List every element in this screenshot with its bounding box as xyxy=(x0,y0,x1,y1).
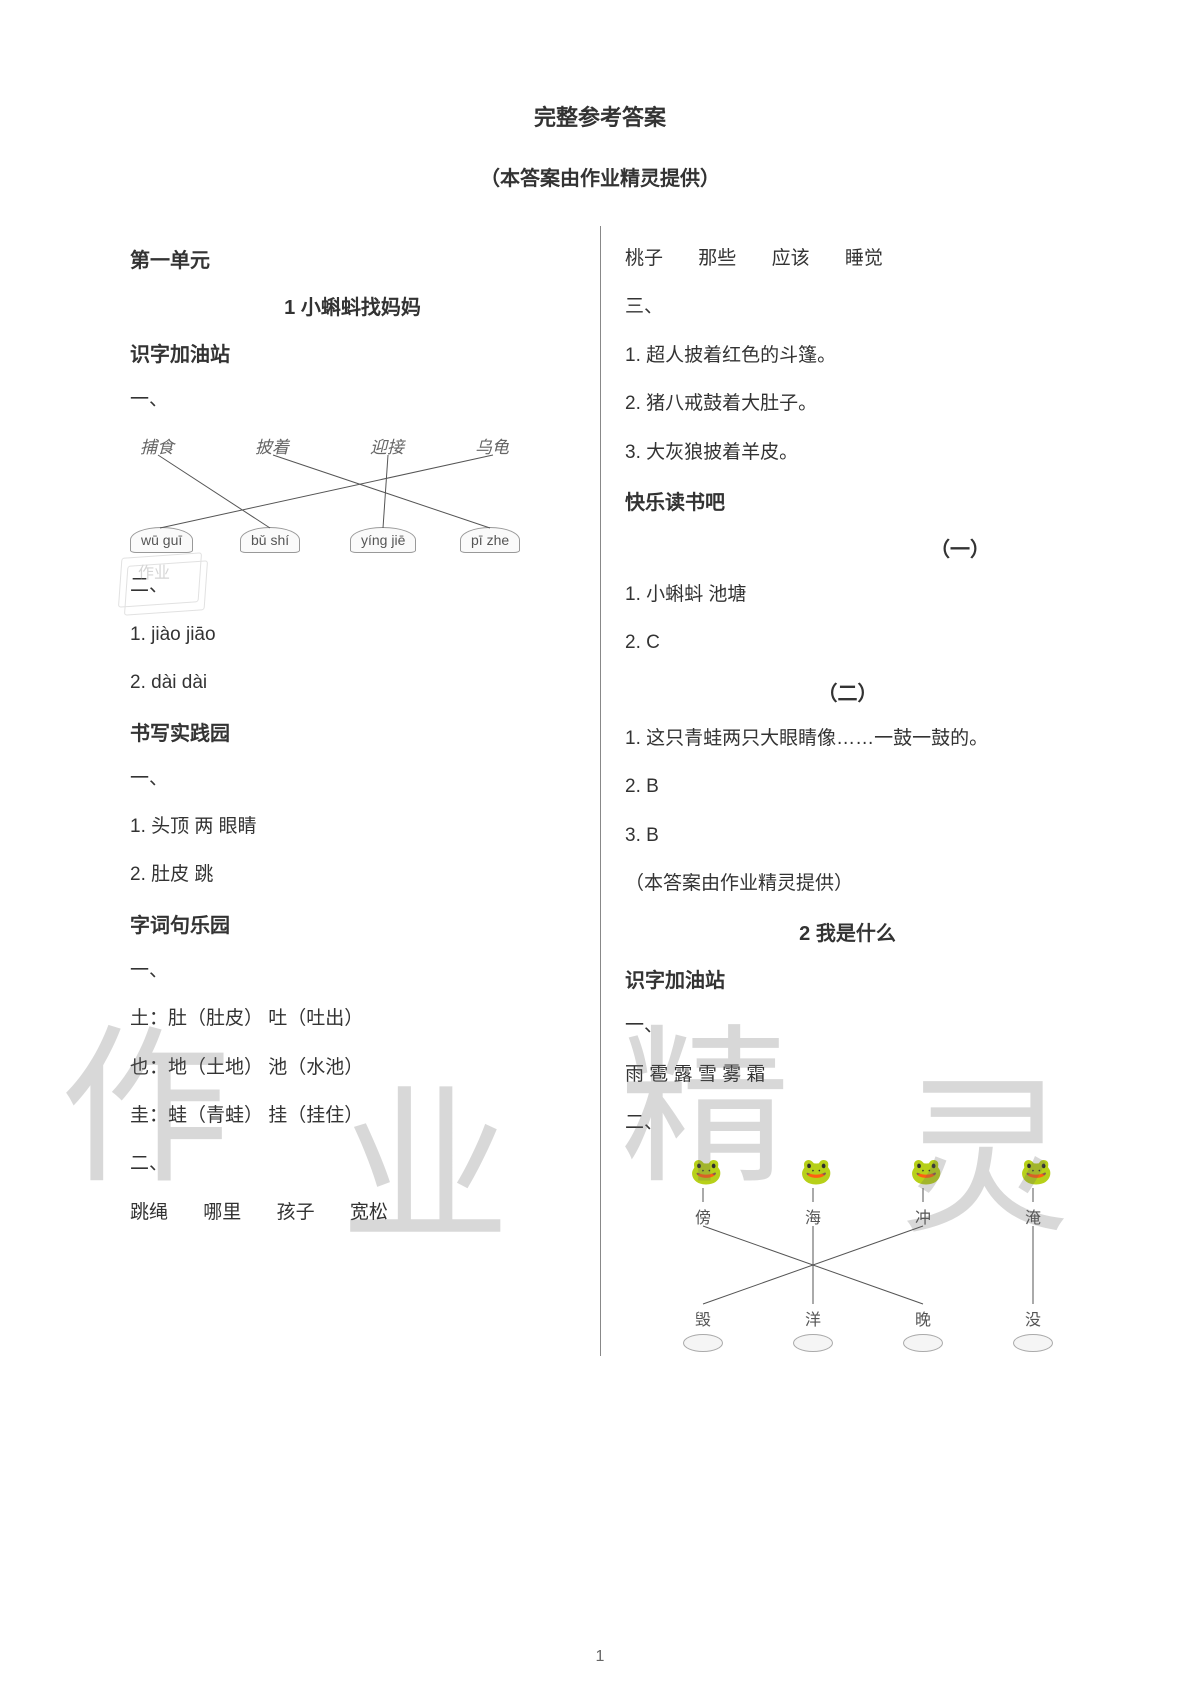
answer-line: 2. C xyxy=(625,628,1070,658)
word-item: 孩子 xyxy=(277,1198,315,1228)
item-marker: 一、 xyxy=(625,1011,1070,1041)
d2-bot-2: 晚 xyxy=(915,1306,931,1330)
lily-pad-icon xyxy=(793,1334,833,1352)
section-shizi-2: 识字加油站 xyxy=(625,964,1070,993)
part-label-2: （二） xyxy=(625,677,1070,706)
unit-heading: 第一单元 xyxy=(130,244,575,273)
page-title: 完整参考答案 xyxy=(130,100,1070,132)
section-kuailedushu: 快乐读书吧 xyxy=(625,486,1070,515)
frog-icon: 🐸 xyxy=(800,1156,832,1187)
page-subtitle: （本答案由作业精灵提供） xyxy=(130,162,1070,191)
d2-mid-3: 淹 xyxy=(1025,1204,1041,1228)
right-column: 桃子 那些 应该 睡觉 三、 1. 超人披着红色的斗篷。 2. 猪八戒鼓着大肚子… xyxy=(600,226,1070,1356)
answer-line: 2. B xyxy=(625,772,1070,802)
item-marker: 一、 xyxy=(130,385,575,415)
word-item: 哪里 xyxy=(203,1198,241,1228)
answer-line: 2. dài dài xyxy=(130,668,575,698)
word-item: 跳绳 xyxy=(130,1198,168,1228)
left-column: 第一单元 1 小蝌蚪找妈妈 识字加油站 一、 捕食 披着 迎接 乌龟 wū gu… xyxy=(130,226,600,1356)
word-list: 桃子 那些 应该 睡觉 xyxy=(625,244,1070,274)
d1-top-2: 迎接 xyxy=(370,433,404,458)
lesson-title-2: 2 我是什么 xyxy=(625,917,1070,946)
d1-bot-3: pī zhe xyxy=(460,527,520,553)
matching-diagram-2: 🐸 🐸 🐸 🐸 傍 海 冲 淹 毁 洋 晚 没 xyxy=(665,1156,1085,1356)
answer-line: 土：肚（肚皮） 吐（吐出） xyxy=(130,1004,575,1034)
d1-top-1: 披着 xyxy=(255,433,289,458)
answer-line: 1. 小蝌蚪 池塘 xyxy=(625,580,1070,610)
d1-bot-1: bǔ shí xyxy=(240,527,300,553)
lily-pad-icon xyxy=(1013,1334,1053,1352)
section-shizi: 识字加油站 xyxy=(130,338,575,367)
d2-bot-1: 洋 xyxy=(805,1306,821,1330)
word-item: 睡觉 xyxy=(845,244,883,274)
item-marker: 一、 xyxy=(130,764,575,794)
d2-bot-3: 没 xyxy=(1025,1306,1041,1330)
word-item: 应该 xyxy=(772,244,810,274)
item-marker: 二、 xyxy=(130,1149,575,1179)
answer-line: 2. 肚皮 跳 xyxy=(130,860,575,890)
credit-line: （本答案由作业精灵提供） xyxy=(625,869,1070,899)
answer-line: 3. 大灰狼披着羊皮。 xyxy=(625,438,1070,468)
item-marker: 三、 xyxy=(625,292,1070,322)
frog-icon: 🐸 xyxy=(690,1156,722,1187)
d1-top-0: 捕食 xyxy=(140,433,174,458)
answer-line: 1. 头顶 两 眼睛 xyxy=(130,812,575,842)
two-column-layout: 第一单元 1 小蝌蚪找妈妈 识字加油站 一、 捕食 披着 迎接 乌龟 wū gu… xyxy=(130,226,1070,1356)
item-marker: 一、 xyxy=(130,956,575,986)
answer-line: 1. 这只青蛙两只大眼睛像……一鼓一鼓的。 xyxy=(625,724,1070,754)
d2-mid-2: 冲 xyxy=(915,1204,931,1228)
frog-icon: 🐸 xyxy=(1020,1156,1052,1187)
part-label-1: （一） xyxy=(625,533,1070,562)
word-item: 那些 xyxy=(698,244,736,274)
section-shuxie: 书写实践园 xyxy=(130,717,575,746)
word-item: 桃子 xyxy=(625,244,663,274)
lesson-title-1: 1 小蝌蚪找妈妈 xyxy=(130,291,575,320)
answer-line: 1. 超人披着红色的斗篷。 xyxy=(625,341,1070,371)
item-marker: 二、 xyxy=(625,1108,1070,1138)
watermark-small: 作业 xyxy=(120,555,210,625)
answer-line: 圭：蛙（青蛙） 挂（挂住） xyxy=(130,1101,575,1131)
watermark-text: 作业 xyxy=(138,559,170,583)
lily-pad-icon xyxy=(683,1334,723,1352)
d1-bot-0: wū guī xyxy=(130,527,193,553)
d2-bot-0: 毁 xyxy=(695,1306,711,1330)
d2-mid-0: 傍 xyxy=(695,1204,711,1228)
column-divider xyxy=(600,226,601,1356)
d1-bot-2: yíng jiē xyxy=(350,527,416,553)
answer-line: 也：地（土地） 池（水池） xyxy=(130,1053,575,1083)
section-zici: 字词句乐园 xyxy=(130,909,575,938)
d1-top-3: 乌龟 xyxy=(475,433,509,458)
page-number: 1 xyxy=(596,1648,605,1666)
answer-line: 3. B xyxy=(625,821,1070,851)
matching-diagram-1: 捕食 披着 迎接 乌龟 wū guī bǔ shí yíng jiē pī zh… xyxy=(130,433,550,553)
word-item: 宽松 xyxy=(350,1198,388,1228)
word-list: 跳绳 哪里 孩子 宽松 xyxy=(130,1198,575,1228)
answer-line: 雨 雹 露 雪 雾 霜 xyxy=(625,1060,1070,1090)
d2-mid-1: 海 xyxy=(805,1204,821,1228)
lily-pad-icon xyxy=(903,1334,943,1352)
frog-icon: 🐸 xyxy=(910,1156,942,1187)
answer-line: 2. 猪八戒鼓着大肚子。 xyxy=(625,389,1070,419)
